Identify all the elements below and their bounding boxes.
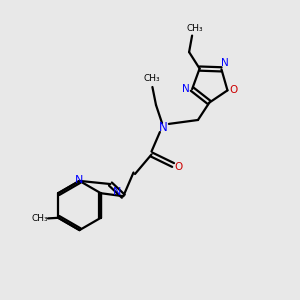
Text: O: O [174, 161, 183, 172]
Text: O: O [230, 85, 238, 95]
Text: N: N [182, 84, 190, 94]
Text: CH₃: CH₃ [32, 214, 49, 223]
Text: N: N [113, 187, 121, 196]
Text: N: N [75, 175, 83, 185]
Text: CH₃: CH₃ [187, 24, 203, 33]
Text: N: N [159, 121, 168, 134]
Text: CH₃: CH₃ [143, 74, 160, 83]
Text: N: N [220, 58, 228, 68]
